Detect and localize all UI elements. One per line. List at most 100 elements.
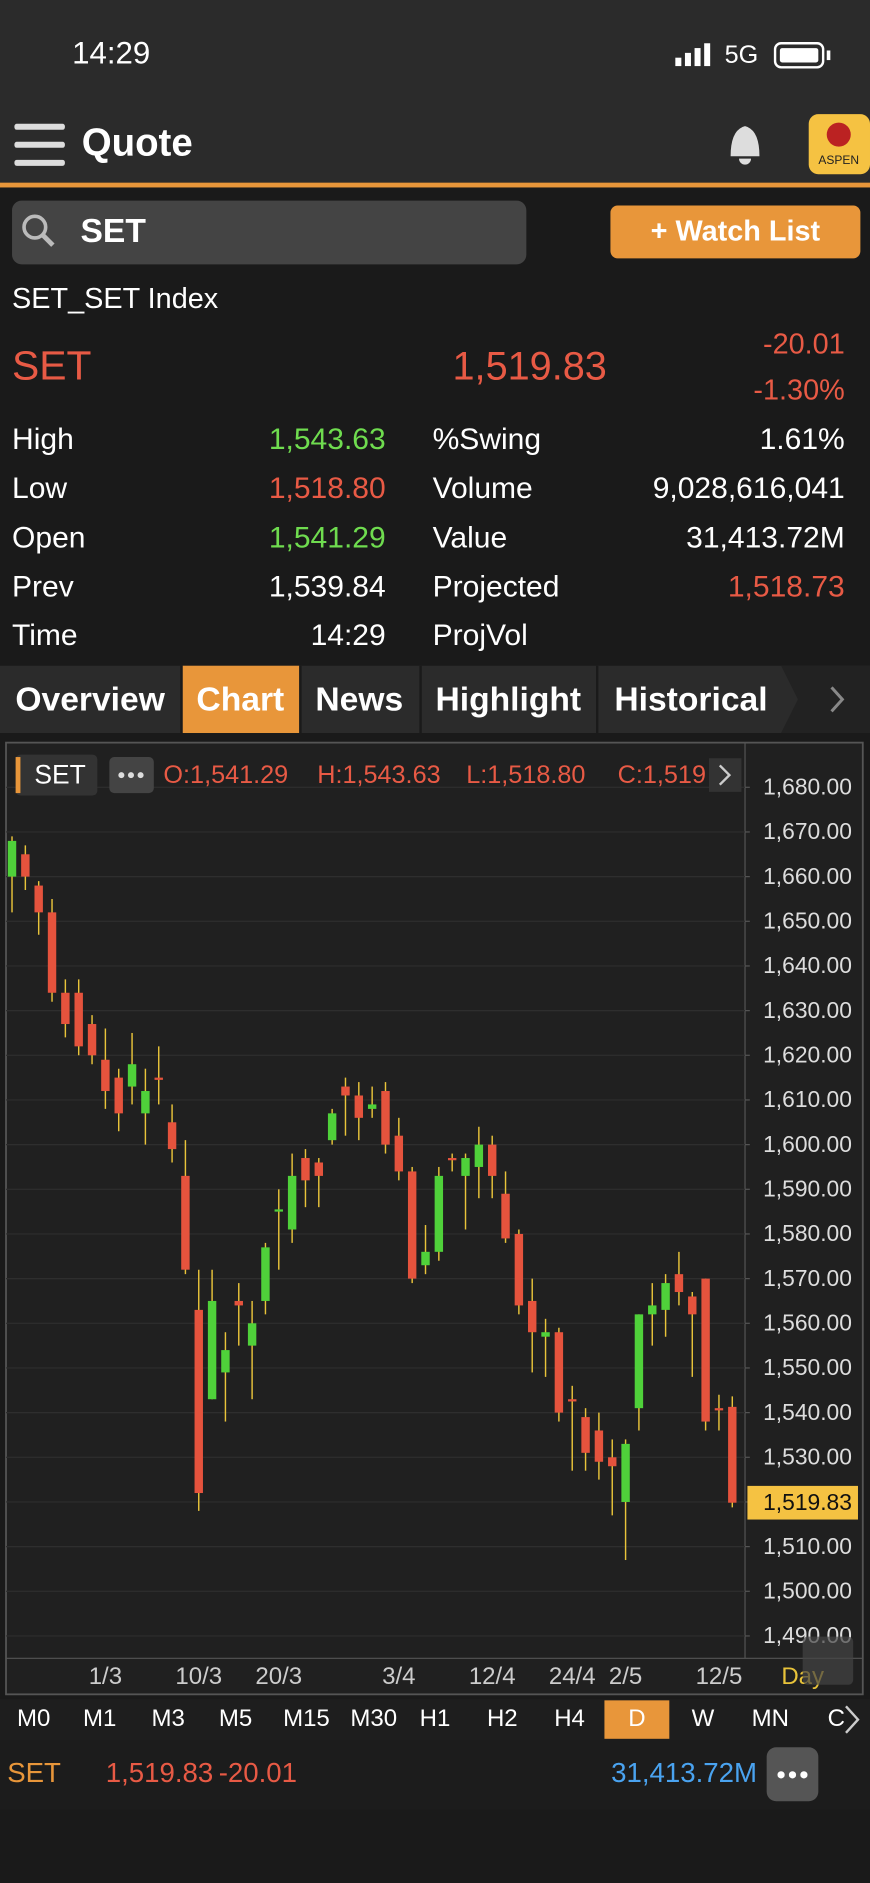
candle-body	[261, 1247, 270, 1301]
tab[interactable]: Overview	[15, 682, 165, 719]
notification-button[interactable]	[730, 126, 760, 165]
y-tick-label: 1,510.00	[763, 1533, 852, 1559]
price-tag-bg	[747, 1485, 858, 1520]
candle-body	[74, 992, 83, 1047]
x-tick-label: 3/4	[382, 1663, 415, 1690]
timeframe-option[interactable]: M5	[219, 1705, 252, 1732]
candle-body	[487, 1144, 497, 1176]
candle-body	[194, 1309, 203, 1494]
candle-body	[381, 1091, 390, 1145]
watch-list-button[interactable]	[610, 205, 861, 259]
timeframe-option[interactable]: M30	[350, 1705, 397, 1732]
tab-bar	[0, 665, 870, 734]
candle-body	[461, 1158, 470, 1176]
x-tick-label: 12/4	[469, 1663, 516, 1690]
tab-scroll[interactable]	[781, 665, 870, 734]
timeframe-option[interactable]: MN	[752, 1705, 789, 1732]
timeframe-option[interactable]: H1	[420, 1705, 451, 1732]
timeframe-option[interactable]: M0	[17, 1705, 50, 1732]
footer-value: 31,413.72M	[611, 1757, 757, 1788]
x-tick-label: 12/5	[696, 1663, 743, 1690]
candle-body	[207, 1300, 217, 1400]
search-icon	[22, 214, 55, 247]
candle-body	[301, 1158, 310, 1181]
search-box[interactable]	[12, 200, 527, 265]
stat-value: 31,413.72M	[686, 521, 845, 554]
stat-value: 1,541.29	[269, 521, 386, 554]
battery-icon	[773, 42, 831, 69]
y-tick-label: 1,670.00	[763, 818, 852, 844]
timeframe-option[interactable]: M15	[283, 1705, 330, 1732]
candle-body	[394, 1135, 404, 1172]
candle-body	[447, 1158, 457, 1161]
y-tick-label: 1,530.00	[763, 1444, 852, 1470]
quote-change: -20.01	[763, 329, 845, 361]
timeframe-option[interactable]: H4	[554, 1705, 585, 1732]
tab[interactable]: News	[315, 682, 403, 719]
footer-change: -20.01	[219, 1757, 297, 1788]
candle-body	[661, 1283, 670, 1310]
timeframe-option[interactable]: W	[692, 1705, 715, 1732]
x-tick-label: 1/3	[89, 1663, 122, 1690]
candle-body	[21, 854, 30, 877]
stat-value: 9,028,616,041	[653, 472, 845, 505]
candle-body	[528, 1300, 537, 1333]
tab[interactable]: Chart	[196, 682, 284, 719]
candle-body	[714, 1408, 724, 1411]
quote-symbol: SET	[12, 343, 91, 389]
candle-body	[154, 1077, 163, 1080]
candle-body	[634, 1314, 644, 1409]
stat-value: 1.61%	[760, 423, 845, 456]
chart-symbol: SET	[34, 759, 85, 789]
candle-body	[354, 1095, 364, 1118]
candle-body	[541, 1332, 550, 1337]
stat-label: ProjVol	[433, 619, 528, 652]
stat-label: Volume	[433, 472, 533, 505]
status-time: 14:29	[72, 36, 150, 71]
ohlc-scroll[interactable]	[708, 758, 742, 792]
timeframe-option[interactable]: M1	[83, 1705, 116, 1732]
tab[interactable]: Highlight	[435, 682, 581, 719]
chart-frame	[5, 741, 864, 1696]
candle-body	[247, 1323, 257, 1346]
candle-body	[221, 1350, 230, 1373]
x-tick-label: 2/5	[609, 1663, 642, 1690]
timeframe-active-bg	[604, 1700, 670, 1739]
x-tick-label: 24/4	[549, 1663, 596, 1690]
candle-body	[87, 1024, 97, 1056]
y-tick-label: 1,650.00	[763, 908, 852, 934]
timeframe-option[interactable]: H2	[487, 1705, 518, 1732]
menu-button[interactable]	[14, 123, 65, 166]
timeframe-option[interactable]: M3	[152, 1705, 185, 1732]
y-tick-label: 1,550.00	[763, 1354, 852, 1380]
candle-body	[568, 1399, 577, 1402]
search-query: SET	[81, 213, 147, 250]
stat-value: 1,539.84	[269, 571, 386, 604]
footer-bar	[0, 1740, 870, 1810]
candle-body	[501, 1193, 510, 1239]
stat-value: 1,543.63	[269, 423, 386, 456]
y-tick-label: 1,640.00	[763, 952, 852, 978]
stat-label: High	[12, 423, 74, 456]
symbol-chip[interactable]	[15, 754, 98, 796]
x-tick-label: 10/3	[175, 1663, 222, 1690]
timeframe-option[interactable]: C	[828, 1705, 845, 1732]
ohlc-scroll-arrow	[718, 764, 732, 786]
candle-body	[7, 840, 17, 877]
candle-body	[434, 1175, 444, 1252]
candle-body	[287, 1175, 297, 1230]
candle-body	[61, 992, 70, 1025]
y-tick-label: 1,580.00	[763, 1220, 852, 1246]
fullscreen-button[interactable]	[802, 1636, 854, 1685]
x-tick-label: 20/3	[255, 1663, 302, 1690]
y-tick-label: 1,560.00	[763, 1310, 852, 1336]
tab[interactable]: Historical	[614, 682, 767, 719]
candle-body	[608, 1457, 617, 1467]
stat-label: Value	[433, 521, 508, 554]
footer-last: 1,519.83	[106, 1757, 214, 1788]
timeframe-option[interactable]: D	[628, 1705, 645, 1732]
candle-body	[234, 1300, 243, 1306]
header-bg	[0, 0, 870, 183]
timeframe-scroll-arrow[interactable]	[845, 1705, 860, 1734]
ohlc-high: H:1,543.63	[317, 761, 440, 789]
